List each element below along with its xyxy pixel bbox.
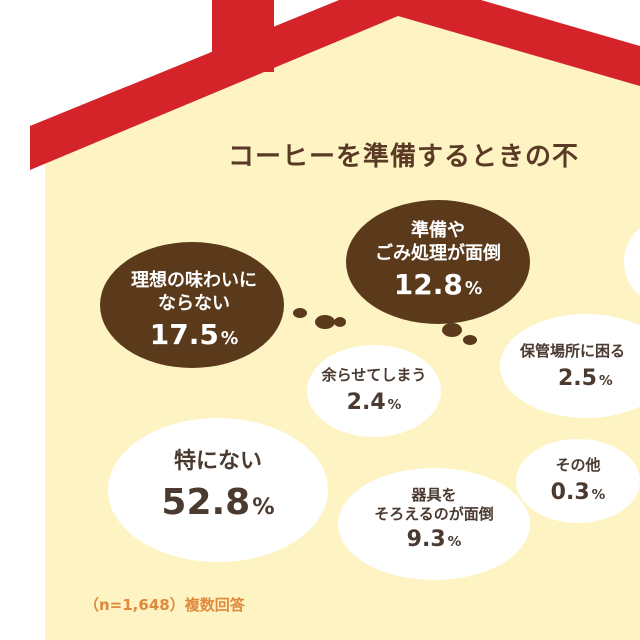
bubble-prep-cleanup-value: 12.8 [393,268,463,301]
bubble-other-unit: % [591,486,606,503]
roof [30,0,640,170]
bubble-leftover-unit: % [387,396,402,413]
bubble-other-value: 0.3 [550,479,590,505]
bubble-other-text: その他 0.3% [528,456,628,506]
bubble-storage-value: 2.5 [558,365,597,391]
bubble-storage [500,314,640,418]
bubble-nothing-label: 特にない [173,449,262,474]
bubble-prep-cleanup-unit: % [464,279,483,299]
bubble-equipment [338,468,530,580]
bubble-equipment-label-1: 器具を [411,486,457,504]
bubble-equipment-unit: % [447,533,462,550]
bubble-nothing-unit: % [252,493,275,520]
bubble-storage-text: 保管場所に困る 2.5% [520,342,640,392]
bubble-ideal-taste-label-2: ならない [158,292,230,314]
bubble-ideal-taste-value: 17.5 [149,318,219,351]
bubble-leftover-text: 余らせてしまう 2.4% [310,366,438,416]
sample-size-note: （n=1,648）複数回答 [84,596,245,614]
bubble-nothing-value: 52.8 [161,481,251,523]
bubble-nothing [108,418,328,562]
bubble-prep-cleanup [346,200,530,345]
bubble-ideal-taste-unit: % [220,329,239,349]
bubble-prep-cleanup-label-2: ごみ処理が面倒 [375,242,501,264]
bubble-storage-unit: % [598,372,613,389]
bubble-partial-right [624,228,640,296]
bubble-ideal-taste [100,242,346,368]
bubble-equipment-text: 器具を そろえるのが面倒 9.3% [350,486,518,553]
bubble-nothing-text: 特にない 52.8% [128,448,308,525]
bubble-equipment-value: 9.3 [406,526,446,552]
bubble-prep-cleanup-label-1: 準備や [411,220,465,241]
bubble-prep-cleanup-text: 準備や ごみ処理が面倒 12.8% [348,220,528,302]
bubble-leftover [307,345,441,437]
bubble-other [516,439,640,523]
bubble-ideal-taste-label-1: 理想の味わいに [131,270,257,291]
bubble-leftover-label: 余らせてしまう [321,366,427,384]
chart-title: コーヒーを準備するときの不 [228,142,580,172]
bubble-ideal-taste-text: 理想の味わいに ならない 17.5% [104,270,284,352]
bubble-other-label: その他 [555,456,601,474]
bubble-leftover-value: 2.4 [346,389,386,415]
bubble-storage-label: 保管場所に困る [520,342,626,360]
bubble-equipment-label-2: そろえるのが面倒 [374,504,494,523]
